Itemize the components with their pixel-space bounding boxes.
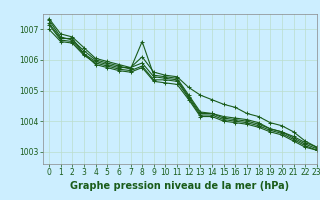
X-axis label: Graphe pression niveau de la mer (hPa): Graphe pression niveau de la mer (hPa) (70, 181, 290, 191)
